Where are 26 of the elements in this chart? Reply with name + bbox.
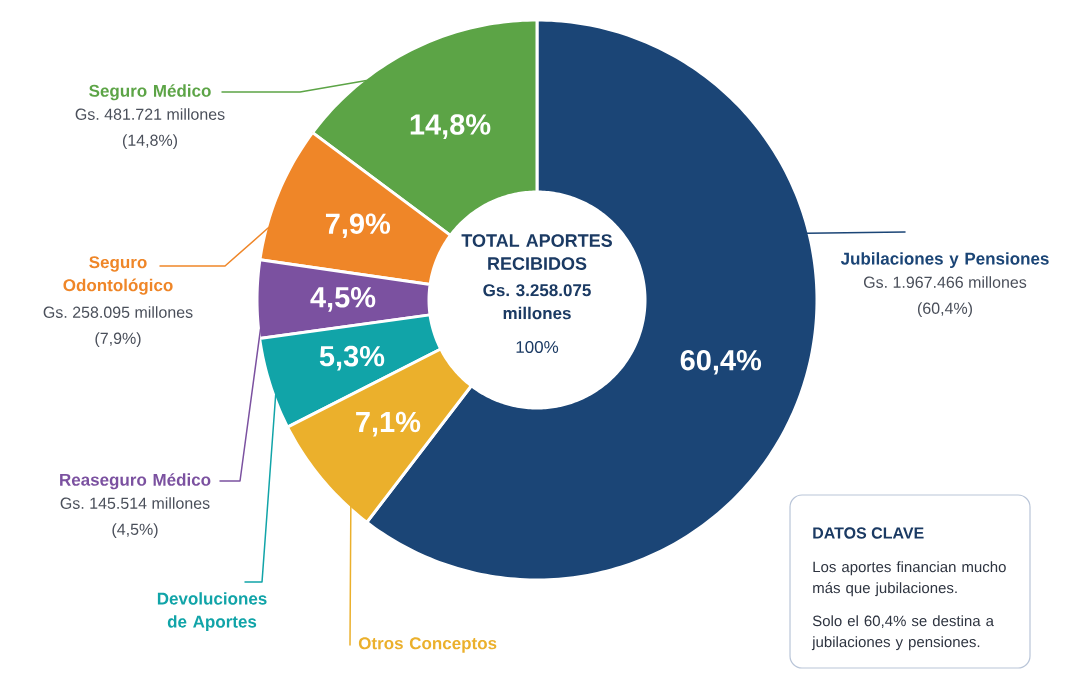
text: (14,8%) [122,134,178,150]
slice-label: Devoluciones de Aportes [157,592,267,632]
data-label: 7,1% [356,411,421,437]
text: Los aportes financian mucho más que jubilaciones. [813,561,1006,597]
text: Gs. 258.095 millones [43,306,193,318]
text: (7,9%) [95,332,141,348]
slice-label: Reaseguro Médico [60,473,211,490]
text: TOTAL APORTES RECIBIDOS [461,234,612,270]
data-label: 4,5% [310,287,376,312]
slice-label: Otros Conceptos [358,637,497,653]
text: (4,5%) [112,523,158,539]
data-label: 14,8% [410,114,491,139]
text: Gs. 3.258.075 millones [483,284,591,320]
text: DATOS CLAVE [813,527,924,539]
text: 100% [516,340,559,354]
data-label: 60,4% [680,349,762,375]
data-label: 5,3% [319,345,385,371]
text: (60,4%) [917,302,972,318]
slice-label: Seguro Médico [89,84,211,101]
text: Gs. 1.967.466 millones [863,276,1027,288]
slice-label: Seguro Odontológico [63,256,173,295]
data-label: 7,9% [325,213,391,239]
text: Gs. 145.514 millones [60,497,210,509]
text: Gs. 481.721 millones [75,108,225,120]
slice-label: Jubilaciones y Pensiones [840,252,1049,269]
text: Solo el 60,4% se destina a jubilaciones y pensiones. [811,615,994,651]
